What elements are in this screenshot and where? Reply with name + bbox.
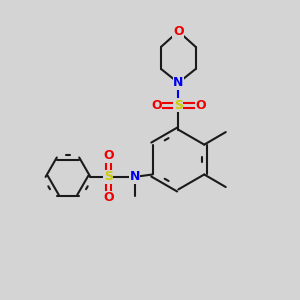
Text: O: O: [103, 149, 114, 163]
Text: O: O: [103, 191, 114, 204]
Text: N: N: [129, 170, 140, 183]
Text: N: N: [173, 76, 184, 89]
Text: S: S: [174, 99, 183, 112]
Text: O: O: [195, 99, 206, 112]
Text: S: S: [104, 170, 113, 183]
Text: O: O: [173, 25, 184, 38]
Text: O: O: [151, 99, 162, 112]
